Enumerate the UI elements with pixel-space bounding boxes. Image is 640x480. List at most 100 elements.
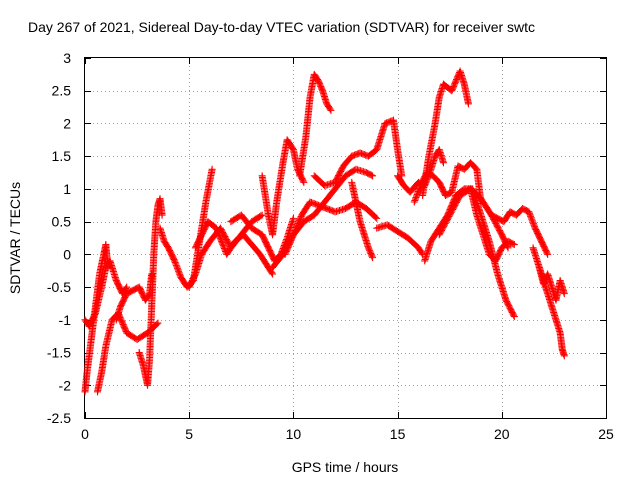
data-point <box>560 352 568 360</box>
data-point <box>123 283 131 291</box>
data-point <box>214 229 222 237</box>
data-point <box>415 185 423 193</box>
data-point <box>368 252 376 260</box>
data-point <box>154 319 162 327</box>
data-point <box>527 214 535 222</box>
series-arc-25 <box>535 263 568 360</box>
data-point <box>509 240 517 248</box>
series-arc-8 <box>191 218 277 278</box>
data-point <box>258 211 266 219</box>
data-point <box>289 214 297 222</box>
data-point <box>213 227 221 235</box>
data-point <box>372 213 380 221</box>
data-point <box>543 249 551 257</box>
y-tick-label: 1.5 <box>52 148 72 164</box>
data-point <box>173 263 181 271</box>
data-point <box>504 244 512 252</box>
y-tick-label: 0 <box>63 246 71 262</box>
data-point <box>544 250 552 258</box>
data-point <box>369 254 377 262</box>
data-point <box>369 172 377 180</box>
x-tick-label: 20 <box>494 426 510 442</box>
data-point <box>411 197 419 205</box>
data-point <box>327 106 335 114</box>
data-point <box>300 178 308 186</box>
data-point <box>208 165 216 173</box>
data-point <box>176 270 184 278</box>
data-point <box>215 230 223 238</box>
y-tick-label: 0.5 <box>52 214 72 230</box>
data-point <box>326 105 334 113</box>
data-point <box>269 270 277 278</box>
data-point <box>415 186 423 194</box>
data-point <box>560 290 568 298</box>
data-point <box>510 313 518 321</box>
series-arc-14 <box>310 116 406 190</box>
data-point <box>219 240 227 248</box>
plot-frame <box>84 57 607 419</box>
data-point <box>525 208 533 216</box>
data-point <box>212 224 220 232</box>
axis-ticks: 0 5 10 15 20 25 -2.5 -2 -1.5 -1 -0.5 0 0.5 1 1.5 2 2.5 3 <box>47 50 614 442</box>
data-point <box>172 260 180 268</box>
y-tick-label: 2 <box>63 115 71 131</box>
data-point <box>413 192 421 200</box>
data-point <box>219 242 227 250</box>
x-tick-label: 10 <box>286 426 302 442</box>
data-point <box>439 159 447 167</box>
series-arc-12 <box>296 70 335 180</box>
y-tick-label: -1 <box>59 312 72 328</box>
series-arc-15 <box>348 178 377 262</box>
data-point <box>526 211 534 219</box>
data-point <box>215 231 223 239</box>
data-point <box>530 221 538 229</box>
x-axis-label: GPS time / hours <box>292 459 399 475</box>
data-point <box>268 269 276 277</box>
x-tick-label: 5 <box>185 426 193 442</box>
series-arc-23 <box>487 205 552 258</box>
data-point <box>299 177 307 185</box>
series-arc-19 <box>419 67 472 199</box>
x-tick-label: 25 <box>598 426 614 442</box>
data-point <box>171 258 179 266</box>
data-point <box>175 269 183 277</box>
data-point <box>158 211 166 219</box>
series-arc-13 <box>269 165 377 271</box>
data-point <box>410 198 418 206</box>
data-points <box>81 67 568 396</box>
data-point <box>414 189 422 197</box>
series-arc-3 <box>94 309 162 396</box>
y-axis-label: SDTVAR / TECUs <box>7 182 23 294</box>
series-arc-18 <box>410 159 485 206</box>
y-tick-label: -2 <box>59 377 72 393</box>
data-point <box>367 171 375 179</box>
data-point <box>528 217 536 225</box>
data-point <box>510 241 518 249</box>
data-point <box>510 311 518 319</box>
data-point <box>411 195 419 203</box>
data-point <box>172 261 180 269</box>
y-tick-label: 1 <box>63 181 71 197</box>
y-tick-label: 3 <box>63 50 71 66</box>
data-point <box>216 233 224 241</box>
y-tick-label: -2.5 <box>47 410 71 426</box>
x-tick-label: 0 <box>81 426 89 442</box>
data-point <box>175 267 183 275</box>
series-arc-22 <box>467 185 518 265</box>
data-point <box>173 264 181 272</box>
y-tick-label: -1.5 <box>47 345 71 361</box>
data-point <box>104 263 112 271</box>
data-point <box>525 209 533 217</box>
chart-title: Day 267 of 2021, Sidereal Day-to-day VTE… <box>28 19 535 35</box>
data-point <box>529 220 537 228</box>
y-tick-label: 2.5 <box>52 83 72 99</box>
data-point <box>174 266 182 274</box>
data-point <box>122 284 130 292</box>
data-point <box>412 194 420 202</box>
data-point <box>529 218 537 226</box>
data-point <box>220 243 228 251</box>
y-tick-label: -0.5 <box>47 279 71 295</box>
data-point <box>528 215 536 223</box>
data-point <box>257 212 265 220</box>
